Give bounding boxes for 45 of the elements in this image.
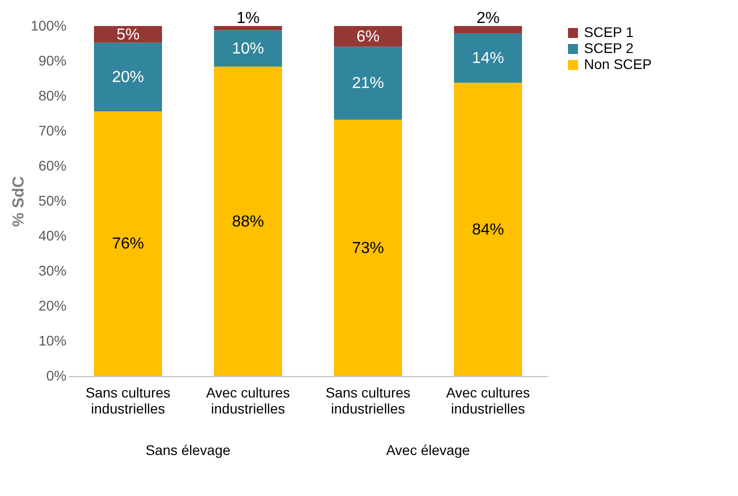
data-label: 84% [472,221,504,238]
data-label: 73% [352,240,384,257]
y-tick-label: 50% [38,192,66,208]
bar [94,42,162,112]
data-label: 14% [472,50,504,68]
bar [214,66,282,376]
bar [454,82,522,376]
data-label: 2% [476,10,500,27]
y-tick-label: 90% [38,52,66,68]
bar [454,33,522,83]
data-label: 1% [236,10,260,27]
y-tick-label: 100% [30,18,66,34]
data-label: 20% [112,69,144,86]
x-tick-label: Avec cultures industrielles [206,384,290,416]
x-tick-label: Sans cultures industrielles [86,384,170,416]
legend-label: SCEP 2 [584,40,634,56]
x-tick-label: Sans cultures industrielles [326,384,410,416]
y-tick-label: 0% [46,368,66,384]
y-axis-title: % SdC [10,176,28,227]
bar [334,26,402,47]
legend-label: Non SCEP [584,56,652,72]
bar [94,26,162,43]
text: Avec élevage [386,442,470,458]
text: Sans élevage [146,442,231,458]
y-tick-label: 60% [38,158,66,174]
data-label: 6% [356,28,380,46]
data-label: 10% [232,40,264,58]
x-tick-label: Avec cultures industrielles [446,384,530,416]
bar [214,26,282,30]
y-tick-label: 20% [38,298,66,314]
data-label: 21% [352,75,384,92]
y-tick-label: 70% [38,122,66,138]
bar [334,46,402,120]
bar [94,111,162,376]
bar [454,26,522,34]
y-tick-label: 10% [38,332,66,348]
bar [214,30,282,67]
y-tick-label: 80% [38,88,66,104]
y-tick-label: 30% [38,262,66,278]
data-label: 76% [112,236,144,253]
data-label: 5% [116,26,140,44]
y-tick-label: 40% [38,228,66,244]
data-label: 88% [232,213,264,230]
legend-label: SCEP 1 [584,24,634,40]
bar [334,120,402,376]
